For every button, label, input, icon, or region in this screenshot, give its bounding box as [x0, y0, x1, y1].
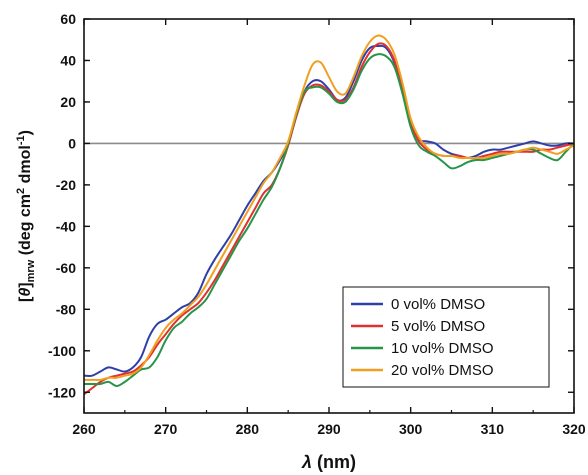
y-axis-unit-c: ): [17, 130, 34, 135]
x-axis-symbol: λ: [301, 452, 312, 472]
x-tick-label: 280: [236, 421, 260, 437]
series-line-1: [83, 42, 575, 396]
x-tick-label: 320: [562, 421, 586, 437]
y-axis-sup-2: 2: [15, 188, 27, 194]
legend-label-1: 5 vol% DMSO: [391, 318, 485, 335]
y-tick-label: 20: [60, 94, 76, 110]
y-tick-label: -60: [56, 260, 76, 276]
y-axis-bracket-close: ]: [17, 282, 34, 287]
x-axis-ticks: 260 270 280 290 300 310 320: [72, 19, 586, 437]
y-tick-label: 40: [60, 52, 76, 68]
y-axis-theta: θ: [17, 288, 34, 297]
legend-label-2: 10 vol% DMSO: [391, 340, 494, 357]
x-axis-unit: (nm): [312, 452, 356, 472]
series-layer: [83, 34, 575, 396]
legend: 0 vol% DMSO 5 vol% DMSO 10 vol% DMSO 20 vol…: [342, 286, 550, 388]
legend-label-0: 0 vol% DMSO: [391, 296, 485, 313]
y-tick-label: 0: [68, 135, 76, 151]
y-axis-unit-b: dmol: [17, 145, 34, 188]
legend-label-3: 20 vol% DMSO: [391, 362, 494, 379]
y-tick-label: -120: [48, 384, 76, 400]
y-tick-label: -80: [56, 301, 76, 317]
y-tick-label: -20: [56, 177, 76, 193]
series-line-3: [84, 34, 575, 381]
y-axis-title: [θ]mrw (deg cm2 dmol-1): [15, 130, 37, 302]
y-tick-label: 60: [60, 11, 76, 27]
x-tick-label: 310: [481, 421, 505, 437]
y-axis-bracket-open: [: [17, 296, 34, 302]
x-tick-label: 260: [72, 421, 96, 437]
y-tick-label: -100: [48, 343, 76, 359]
y-axis-sup-minus1: -1: [15, 135, 27, 145]
y-axis-ticks: -120 -100 -80 -60 -40 -20 0 20 40 60: [48, 11, 574, 400]
y-axis-subscript: mrw: [25, 259, 37, 282]
x-tick-label: 300: [399, 421, 423, 437]
x-tick-label: 270: [154, 421, 178, 437]
x-tick-label: 290: [317, 421, 341, 437]
series-line-0: [83, 44, 575, 377]
x-axis-title: λ (nm): [301, 452, 356, 472]
legend-items: 0 vol% DMSO 5 vol% DMSO 10 vol% DMSO 20 vol…: [351, 296, 494, 379]
y-tick-label: -40: [56, 218, 76, 234]
series-line-2: [84, 53, 575, 388]
y-axis-unit-a: (deg cm: [17, 194, 34, 260]
